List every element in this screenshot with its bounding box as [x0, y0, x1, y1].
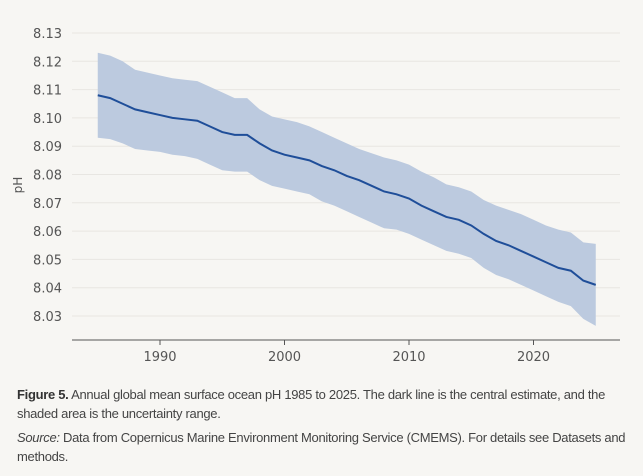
figure-label: Figure 5. [17, 387, 69, 402]
y-tick-label: 8.11 [33, 84, 62, 99]
x-tick-label: 2000 [268, 350, 301, 365]
y-tick-label: 8.10 [33, 112, 62, 127]
y-axis-label: pH [11, 177, 25, 194]
ph-line-chart: 8.03 8.04 8.05 8.06 8.07 8.08 8.09 8.10 8.11 8.12… [11, 27, 620, 365]
y-tick-label: 8.04 [33, 282, 62, 297]
y-tick-label: 8.05 [33, 253, 62, 268]
x-tick-label: 2020 [517, 350, 550, 365]
source-text: Data from Copernicus Marine Environment … [17, 430, 626, 464]
central-estimate-line [97, 94, 597, 286]
source-label: Source: [17, 430, 60, 445]
y-tick-label: 8.06 [33, 225, 62, 240]
x-axis-ticks: 1990 2000 2010 2020 [143, 340, 550, 365]
y-tick-label: 8.12 [33, 55, 62, 70]
y-tick-label: 8.09 [33, 140, 62, 155]
y-tick-label: 8.13 [33, 27, 62, 42]
figure-caption-text: Annual global mean surface ocean pH 1985… [17, 387, 606, 421]
uncertainty-band [97, 52, 596, 326]
y-axis-ticks: 8.03 8.04 8.05 8.06 8.07 8.08 8.09 8.10 8.11 8.12… [33, 27, 62, 325]
y-tick-label: 8.03 [33, 310, 62, 325]
y-tick-label: 8.07 [33, 197, 62, 212]
x-tick-label: 2010 [392, 350, 425, 365]
figure-caption: Figure 5. Annual global mean surface oce… [17, 385, 627, 423]
source-note: Source: Data from Copernicus Marine Envi… [17, 428, 627, 466]
x-tick-label: 1990 [143, 350, 176, 365]
y-tick-label: 8.08 [33, 169, 62, 184]
